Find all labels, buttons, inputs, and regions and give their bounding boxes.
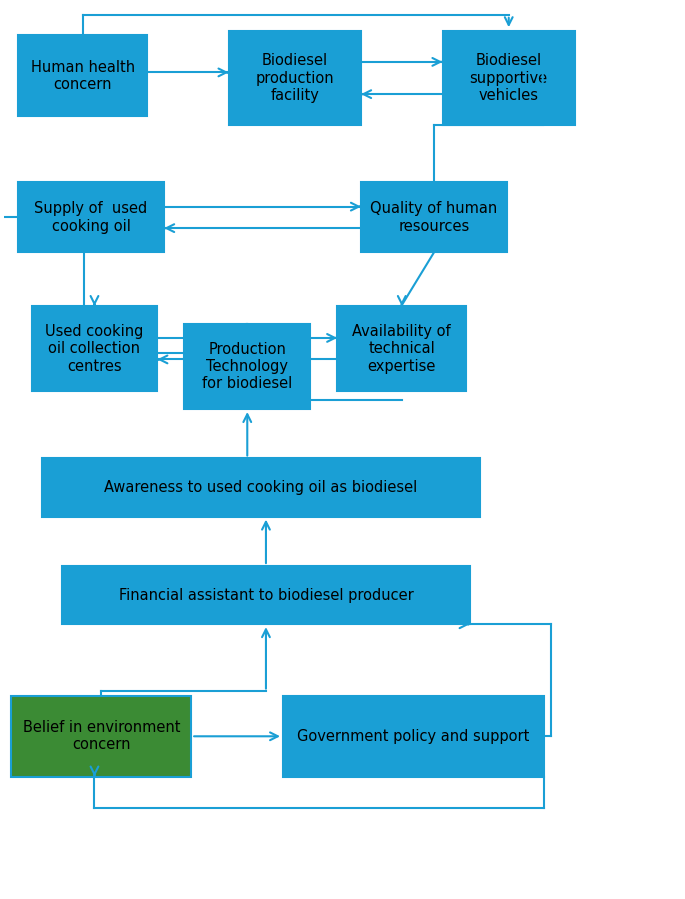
FancyBboxPatch shape [18, 182, 164, 253]
Text: Government policy and support: Government policy and support [297, 729, 530, 743]
FancyBboxPatch shape [18, 35, 147, 116]
Text: Financial assistant to biodiesel producer: Financial assistant to biodiesel produce… [119, 588, 413, 602]
Text: Used cooking
oil collection
centres: Used cooking oil collection centres [45, 324, 144, 374]
FancyBboxPatch shape [62, 566, 470, 624]
Text: Availability of
technical
expertise: Availability of technical expertise [353, 324, 451, 374]
Text: Awareness to used cooking oil as biodiesel: Awareness to used cooking oil as biodies… [104, 480, 417, 495]
FancyBboxPatch shape [283, 696, 545, 777]
FancyBboxPatch shape [337, 306, 466, 391]
FancyBboxPatch shape [443, 31, 575, 125]
Text: Production
Technology
for biodiesel: Production Technology for biodiesel [202, 342, 292, 391]
FancyBboxPatch shape [229, 31, 361, 125]
FancyBboxPatch shape [32, 306, 158, 391]
FancyBboxPatch shape [361, 182, 507, 253]
Text: Biodiesel
supportive
vehicles: Biodiesel supportive vehicles [470, 53, 548, 102]
Text: Quality of human
resources: Quality of human resources [371, 201, 498, 234]
Text: Biodiesel
production
facility: Biodiesel production facility [256, 53, 334, 102]
FancyBboxPatch shape [42, 458, 480, 517]
Text: Belief in environment
concern: Belief in environment concern [23, 720, 180, 752]
Text: Supply of  used
cooking oil: Supply of used cooking oil [34, 201, 148, 234]
FancyBboxPatch shape [11, 696, 191, 777]
Text: Human health
concern: Human health concern [31, 59, 135, 92]
FancyBboxPatch shape [184, 324, 310, 409]
